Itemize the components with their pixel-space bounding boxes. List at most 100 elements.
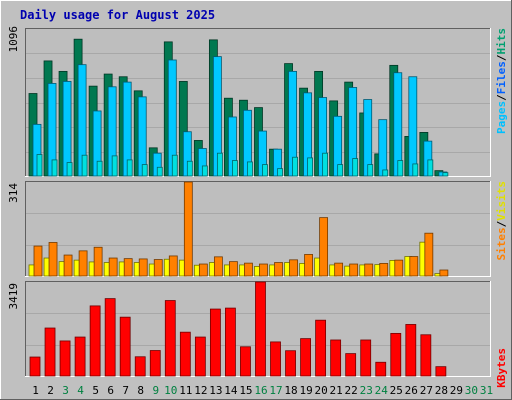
kbytes-bar-day-17	[270, 341, 281, 377]
sites-ymax-label: 314	[7, 183, 20, 203]
legend-kbytes: KBytes	[495, 348, 508, 388]
pages-bar-day-20	[322, 152, 329, 177]
day-label-4: 4	[77, 384, 84, 397]
legend-item: /	[495, 94, 508, 101]
sites-bar-day-26	[409, 256, 419, 277]
legend-item: Visits	[495, 181, 508, 221]
legend-item: Pages	[495, 101, 508, 134]
day-label-7: 7	[122, 384, 129, 397]
pages-bar-day-25	[397, 160, 404, 177]
day-label-24: 24	[375, 384, 389, 397]
kbytes-bar-day-19	[300, 338, 311, 377]
kbytes-bar-day-20	[315, 319, 327, 377]
pages-bar-day-13	[216, 152, 223, 177]
sites-bar-day-3	[63, 254, 73, 277]
files-bar-day-26	[408, 76, 418, 177]
kbytes-bar-day-6	[104, 298, 116, 377]
legend-item: /	[495, 54, 508, 61]
pages-bar-day-28	[442, 172, 449, 177]
legend-hits-files-pages: Pages/Files/Hits	[495, 28, 508, 134]
sites-bar-day-21	[334, 262, 344, 277]
pages-bar-day-3	[66, 162, 73, 177]
chart-title: Daily usage for August 2025	[20, 8, 215, 22]
pages-bar-day-2	[51, 159, 58, 177]
pages-bar-day-11	[186, 160, 193, 177]
sites-bar-day-9	[153, 259, 163, 277]
day-label-18: 18	[284, 384, 297, 397]
hits-ymax-label: 1096	[7, 26, 20, 53]
day-label-23: 23	[360, 384, 373, 397]
legend-item: Files	[495, 61, 508, 94]
day-label-13: 13	[209, 384, 222, 397]
pages-bar-day-1	[36, 154, 43, 177]
sites-bar-day-15	[244, 262, 253, 277]
kbytes-bar-day-9	[149, 350, 161, 377]
kbytes-bar-day-28	[435, 366, 447, 377]
pages-bar-day-15	[247, 161, 253, 177]
sites-bar-day-28	[439, 269, 449, 277]
legend-item: /	[495, 220, 508, 227]
pages-bar-day-23	[367, 164, 374, 177]
pages-bar-day-12	[201, 165, 208, 177]
kbytes-bar-day-13	[209, 308, 221, 377]
legend-item: Sites	[495, 227, 508, 260]
kbytes-bar-day-2	[44, 327, 56, 377]
pages-bar-day-14	[232, 160, 238, 177]
sites-bar-day-6	[108, 257, 118, 277]
kbytes-bar-day-23	[360, 339, 372, 377]
sites-bar-day-20	[319, 217, 329, 277]
kbytes-bar-day-16	[255, 281, 266, 377]
day-label-8: 8	[137, 384, 144, 397]
kbytes-bar-day-24	[375, 361, 387, 377]
day-label-1: 1	[32, 384, 39, 397]
kbytes-bar-day-15	[240, 346, 251, 377]
pages-bar-day-7	[126, 159, 133, 177]
day-label-26: 26	[405, 384, 418, 397]
day-label-2: 2	[47, 384, 54, 397]
pages-bar-day-24	[382, 169, 389, 177]
day-label-27: 27	[420, 384, 433, 397]
sites-bar-day-2	[48, 242, 58, 277]
day-label-12: 12	[194, 384, 207, 397]
day-label-15: 15	[239, 384, 252, 397]
kbytes-bar-day-4	[74, 336, 86, 377]
day-label-16: 16	[254, 384, 267, 397]
day-label-3: 3	[62, 384, 69, 397]
kbytes-bar-day-3	[59, 340, 71, 377]
sites-bar-day-17	[274, 262, 283, 277]
day-label-31: 31	[480, 384, 493, 397]
files-bar-day-8	[137, 96, 147, 177]
day-label-10: 10	[164, 384, 177, 397]
legend-visits-sites: Sites/Visits	[495, 181, 508, 261]
pages-bar-day-6	[111, 155, 118, 177]
legend-item: KBytes	[495, 348, 508, 388]
sites-bar-day-16	[259, 263, 268, 277]
kbytes-bar-day-14	[225, 307, 236, 377]
pages-bar-day-22	[352, 158, 359, 177]
pages-bar-day-17	[277, 168, 283, 177]
day-label-5: 5	[92, 384, 99, 397]
day-label-11: 11	[179, 384, 192, 397]
sites-bar-day-22	[349, 263, 359, 277]
pages-bar-day-19	[307, 157, 313, 177]
sites-bar-day-7	[123, 258, 133, 277]
kbytes-bar-day-10	[164, 300, 176, 377]
pages-bar-day-21	[337, 164, 344, 177]
day-label-9: 9	[152, 384, 159, 397]
day-label-29: 29	[450, 384, 463, 397]
files-bar-day-3	[62, 81, 72, 177]
sites-bar-day-24	[379, 263, 389, 277]
sites-bar-day-13	[213, 256, 223, 277]
kbytes-bar-day-5	[89, 305, 101, 377]
sites-bar-day-23	[364, 263, 374, 277]
day-label-20: 20	[314, 384, 327, 397]
sites-bar-day-12	[198, 263, 208, 277]
day-label-17: 17	[269, 384, 282, 397]
day-label-30: 30	[465, 384, 478, 397]
sites-bar-day-25	[394, 259, 404, 277]
pages-bar-day-5	[96, 160, 103, 177]
pages-bar-day-16	[262, 164, 268, 177]
kbytes-bar-day-7	[119, 316, 131, 377]
